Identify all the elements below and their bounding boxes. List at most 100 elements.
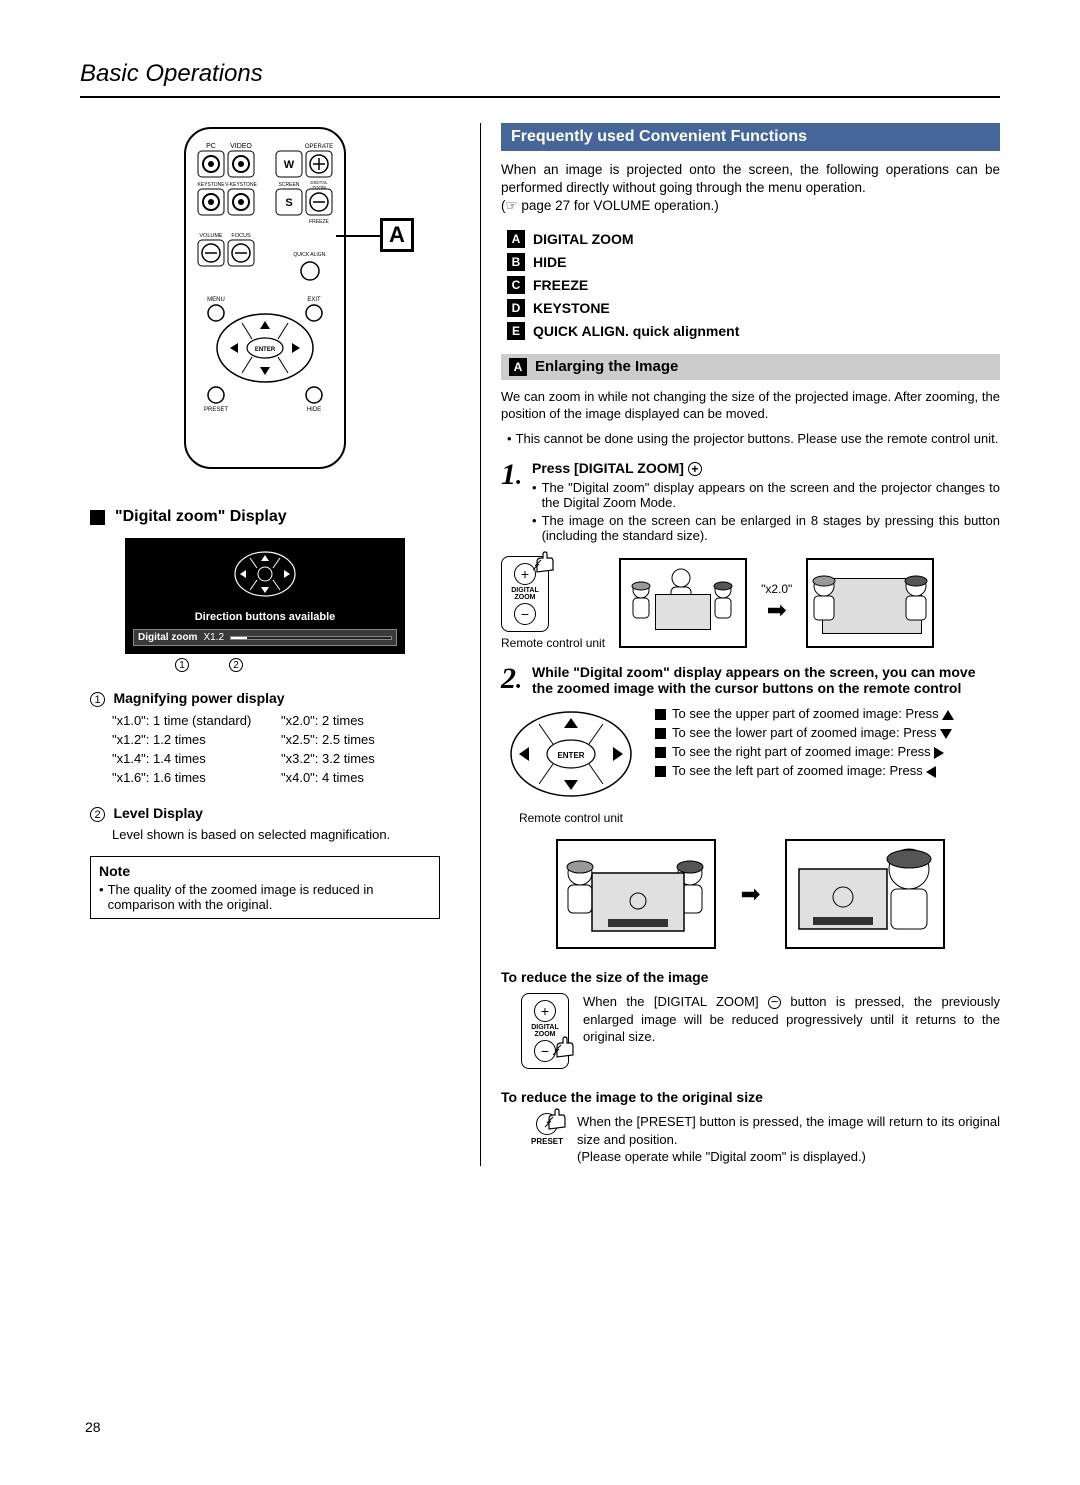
square-bullet-icon xyxy=(655,747,666,758)
minus-icon: − xyxy=(768,996,781,1009)
remote-svg: PC VIDEO OPERATE W KEYSTONE V-KEYSTONE S… xyxy=(180,123,350,473)
reduce-original-row: PRESET When the [PRESET] button is press… xyxy=(501,1113,1000,1166)
direction-list: To see the upper part of zoomed image: P… xyxy=(655,706,954,782)
func-key-e: E xyxy=(507,322,525,340)
reduce-original-text: When the [PRESET] button is pressed, the… xyxy=(577,1113,1000,1166)
zoom-figures: + DIGITAL ZOOM − Remote control unit "x2… xyxy=(501,556,1000,650)
func-row: E QUICK ALIGN. quick alignment xyxy=(507,322,1000,340)
down-arrow-icon xyxy=(940,729,952,739)
svg-text:VOLUME: VOLUME xyxy=(199,233,223,239)
hand-icon xyxy=(545,1107,575,1133)
level-heading-text: Level Display xyxy=(113,805,203,821)
scene-zoomed xyxy=(806,558,934,648)
intro-ref: (☞ page 27 for VOLUME operation.) xyxy=(501,198,719,213)
dpad-figure: ENTER Remote control unit To see the upp… xyxy=(501,706,1000,825)
step1-bullet: The image on the screen can be enlarged … xyxy=(542,513,1000,543)
hand-icon xyxy=(553,1035,583,1061)
magnifying-heading: 1 Magnifying power display xyxy=(90,690,450,708)
dz-bar-label: Digital zoom xyxy=(138,632,197,643)
remote-illustration: PC VIDEO OPERATE W KEYSTONE V-KEYSTONE S… xyxy=(80,123,450,478)
marker-2: 2 xyxy=(229,658,243,672)
step-2: 2. While "Digital zoom" display appears … xyxy=(501,664,1000,696)
svg-text:MENU: MENU xyxy=(207,297,225,303)
arrow-right-icon: ➡ xyxy=(761,596,792,625)
svg-text:OPERATE: OPERATE xyxy=(305,144,333,150)
svg-text:HIDE: HIDE xyxy=(307,407,321,413)
plus-button-icon: + xyxy=(534,1000,556,1022)
note-body-text: The quality of the zoomed image is reduc… xyxy=(108,882,431,912)
circled-1-icon: 1 xyxy=(90,692,105,707)
square-bullet-icon xyxy=(90,510,105,525)
dir-up-text: To see the upper part of zoomed image: P… xyxy=(672,706,939,721)
level-heading: 2 Level Display xyxy=(90,805,450,823)
dir-down-text: To see the lower part of zoomed image: P… xyxy=(672,725,936,740)
func-row: B HIDE xyxy=(507,253,1000,271)
minus-button-icon: − xyxy=(514,603,536,625)
digital-zoom-display-heading: "Digital zoom" Display xyxy=(90,508,450,526)
callout-a-box: A xyxy=(380,218,414,252)
func-key-b: B xyxy=(507,253,525,271)
left-column: PC VIDEO OPERATE W KEYSTONE V-KEYSTONE S… xyxy=(80,123,450,1166)
dpad-caption: Remote control unit xyxy=(501,811,641,825)
svg-text:QUICK ALIGN.: QUICK ALIGN. xyxy=(293,252,326,258)
mag-grid: "x1.0": 1 time (standard) "x2.0": 2 time… xyxy=(112,712,450,787)
func-label: KEYSTONE xyxy=(533,300,610,316)
mag-cell: "x1.6": 1.6 times xyxy=(112,769,281,788)
svg-text:FREEZE: FREEZE xyxy=(309,219,329,225)
gray-bar-text: Enlarging the Image xyxy=(535,358,678,375)
svg-text:FOCUS: FOCUS xyxy=(231,233,251,239)
func-row: CFREEZE xyxy=(507,276,1000,294)
note-box: Note •The quality of the zoomed image is… xyxy=(90,856,440,919)
step-1-bullets: •The "Digital zoom" display appears on t… xyxy=(532,480,1000,543)
note-title: Note xyxy=(99,863,431,879)
svg-text:KEYSTONE: KEYSTONE xyxy=(197,182,225,188)
func-key-c: C xyxy=(507,276,525,294)
gray-section-bar: A Enlarging the Image xyxy=(501,354,1000,380)
gray-bullet-text: This cannot be done using the projector … xyxy=(516,431,999,446)
mag-cell: "x2.5": 2.5 times xyxy=(281,731,450,750)
func-label: HIDE xyxy=(533,254,566,270)
func-label: QUICK ALIGN. quick alignment xyxy=(533,323,739,339)
dz-caption: Direction buttons available xyxy=(133,611,397,623)
scene-normal xyxy=(619,558,747,648)
page-number: 28 xyxy=(85,1419,101,1435)
marker-1: 1 xyxy=(175,658,189,672)
square-bullet-icon xyxy=(655,766,666,777)
square-bullet-icon xyxy=(655,728,666,739)
right-arrow-icon xyxy=(934,747,944,759)
dir-left-text: To see the left part of zoomed image: Pr… xyxy=(672,763,923,778)
dz-bar-value: X1.2 xyxy=(203,632,224,643)
dz-bar-meter xyxy=(230,636,392,640)
gray-key-a: A xyxy=(509,358,527,376)
mag-cell: "x2.0": 2 times xyxy=(281,712,450,731)
svg-text:EXIT: EXIT xyxy=(307,297,321,303)
mag-cell: "x3.2": 3.2 times xyxy=(281,750,450,769)
dz-level-bar: Digital zoom X1.2 xyxy=(133,629,397,646)
circled-2-icon: 2 xyxy=(90,807,105,822)
zoom-label: "x2.0" xyxy=(761,582,792,596)
remote-caption: Remote control unit xyxy=(501,636,605,650)
page-title: Basic Operations xyxy=(80,60,1000,88)
preset-label: PRESET xyxy=(531,1137,563,1146)
mag-cell: "x1.0": 1 time (standard) xyxy=(112,712,281,731)
remote-button-figure-2: + DIGITAL ZOOM − xyxy=(501,993,569,1069)
func-row: ADIGITAL ZOOM xyxy=(507,230,1000,248)
btn-label: DIGITAL ZOOM xyxy=(506,587,544,601)
up-arrow-icon xyxy=(942,710,954,720)
svg-text:SCREEN: SCREEN xyxy=(279,182,300,188)
scene-after-move xyxy=(785,839,945,949)
reduce-size-title: To reduce the size of the image xyxy=(501,969,1000,985)
svg-text:V-KEYSTONE: V-KEYSTONE xyxy=(225,182,258,188)
scene-before-move xyxy=(556,839,716,949)
blue-section-bar: Frequently used Convenient Functions xyxy=(501,123,1000,151)
hand-icon xyxy=(533,550,563,576)
mag-heading-text: Magnifying power display xyxy=(113,690,284,706)
dir-right-text: To see the right part of zoomed image: P… xyxy=(672,744,931,759)
dpad-svg: ENTER Remote control unit xyxy=(501,706,641,825)
dz-dpad-icon xyxy=(133,548,397,605)
mag-cell: "x4.0": 4 times xyxy=(281,769,450,788)
dz-markers: 1 2 xyxy=(175,658,450,672)
right-column: Frequently used Convenient Functions Whe… xyxy=(480,123,1000,1166)
remote-button-figure: + DIGITAL ZOOM − Remote control unit xyxy=(501,556,605,650)
reduce-size-text: When the [DIGITAL ZOOM] − button is pres… xyxy=(583,993,1000,1046)
